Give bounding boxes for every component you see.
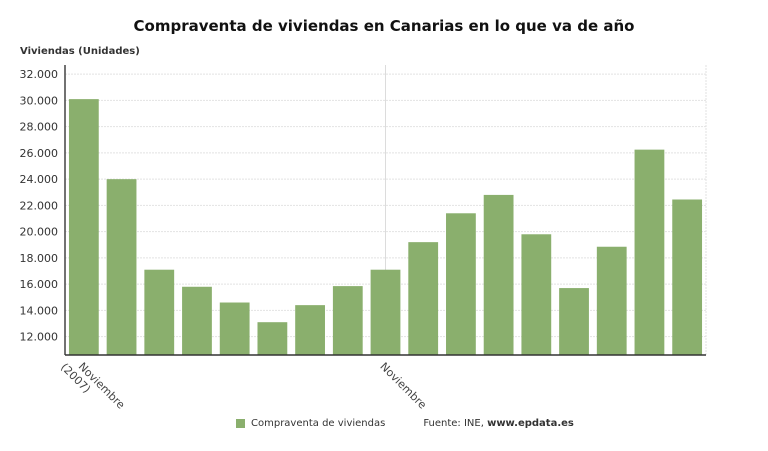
bar — [446, 213, 476, 355]
source-link[interactable]: www.epdata.es — [487, 418, 574, 429]
y-tick-label: 22.000 — [20, 199, 59, 212]
bar — [408, 242, 439, 355]
bar — [257, 322, 288, 355]
y-tick-label: 30.000 — [20, 94, 59, 107]
legend-label: Compraventa de viviendas — [251, 418, 386, 429]
chart-title: Compraventa de viviendas en Canarias en … — [133, 17, 635, 35]
x-tick-label: Noviembre — [377, 360, 429, 412]
y-tick-label: 32.000 — [20, 68, 59, 81]
y-tick-label: 16.000 — [20, 278, 59, 291]
y-tick-label: 18.000 — [20, 252, 59, 265]
bar — [634, 149, 665, 355]
bar — [144, 269, 175, 355]
bar — [672, 199, 703, 355]
bar — [332, 286, 363, 355]
bar — [219, 302, 250, 355]
bar — [68, 99, 99, 355]
bar — [106, 179, 137, 355]
source-prefix: Fuente: INE, — [423, 418, 488, 429]
x-tick-label: Noviembre(2007) — [58, 351, 127, 420]
y-tick-label: 28.000 — [20, 121, 59, 134]
bar — [521, 234, 552, 355]
bar — [559, 288, 589, 355]
bar — [370, 269, 401, 355]
bar — [596, 246, 627, 355]
legend: Compraventa de viviendas Fuente: INE, ww… — [236, 418, 574, 429]
y-tick-label: 12.000 — [20, 331, 59, 344]
y-tick-label: 26.000 — [20, 147, 59, 160]
legend-swatch — [236, 419, 245, 428]
source-note: Fuente: INE, www.epdata.es — [423, 418, 574, 429]
bar — [182, 286, 212, 355]
y-tick-label: 20.000 — [20, 226, 59, 239]
y-axis-label: Viviendas (Unidades) — [20, 46, 140, 57]
bar — [483, 194, 514, 355]
y-tick-label: 24.000 — [20, 173, 59, 186]
bar — [295, 305, 325, 355]
y-tick-label: 14.000 — [20, 304, 59, 317]
